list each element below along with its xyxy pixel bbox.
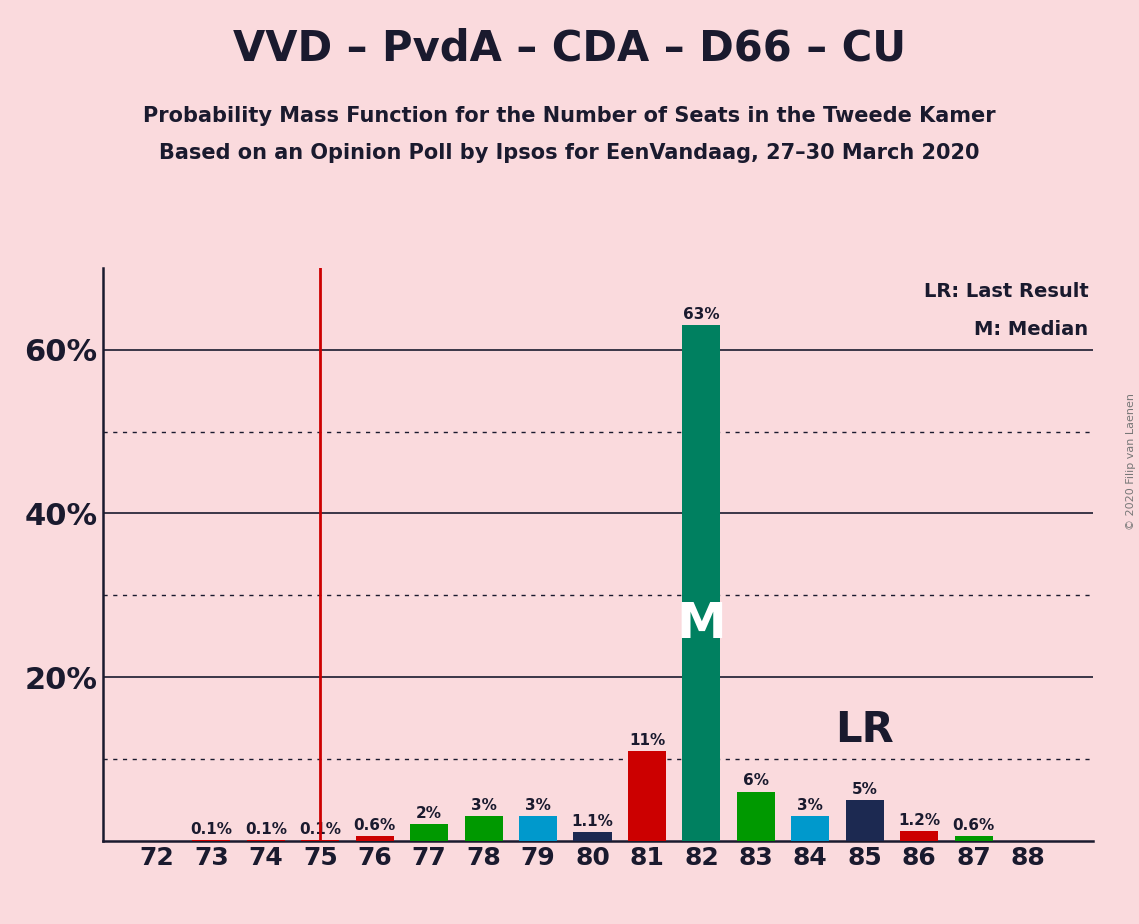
Text: M: Median: M: Median — [974, 320, 1089, 338]
Text: 1.2%: 1.2% — [899, 813, 941, 828]
Bar — [519, 816, 557, 841]
Text: 63%: 63% — [683, 307, 720, 322]
Text: © 2020 Filip van Laenen: © 2020 Filip van Laenen — [1125, 394, 1136, 530]
Text: 0.6%: 0.6% — [353, 818, 396, 833]
Text: Based on an Opinion Poll by Ipsos for EenVandaag, 27–30 March 2020: Based on an Opinion Poll by Ipsos for Ee… — [159, 143, 980, 164]
Text: VVD – PvdA – CDA – D66 – CU: VVD – PvdA – CDA – D66 – CU — [233, 28, 906, 69]
Text: 3%: 3% — [525, 798, 551, 813]
Text: 0.1%: 0.1% — [300, 821, 342, 837]
Text: 0.1%: 0.1% — [245, 821, 287, 837]
Text: M: M — [677, 601, 727, 649]
Bar — [410, 824, 449, 841]
Text: 6%: 6% — [743, 773, 769, 788]
Text: 3%: 3% — [470, 798, 497, 813]
Bar — [573, 832, 612, 841]
Text: 3%: 3% — [797, 798, 823, 813]
Text: LR: LR — [835, 710, 894, 751]
Text: 0.1%: 0.1% — [190, 821, 232, 837]
Text: 2%: 2% — [416, 807, 442, 821]
Text: 0.6%: 0.6% — [952, 818, 994, 833]
Text: 11%: 11% — [629, 733, 665, 748]
Text: 1.1%: 1.1% — [572, 813, 614, 829]
Bar — [628, 751, 666, 841]
Bar — [737, 792, 775, 841]
Bar — [846, 800, 884, 841]
Text: Probability Mass Function for the Number of Seats in the Tweede Kamer: Probability Mass Function for the Number… — [144, 106, 995, 127]
Text: LR: Last Result: LR: Last Result — [924, 283, 1089, 301]
Bar — [465, 816, 502, 841]
Bar — [792, 816, 829, 841]
Bar — [900, 831, 939, 841]
Text: 5%: 5% — [852, 782, 878, 796]
Bar — [682, 325, 721, 841]
Bar — [355, 836, 394, 841]
Bar — [954, 836, 993, 841]
